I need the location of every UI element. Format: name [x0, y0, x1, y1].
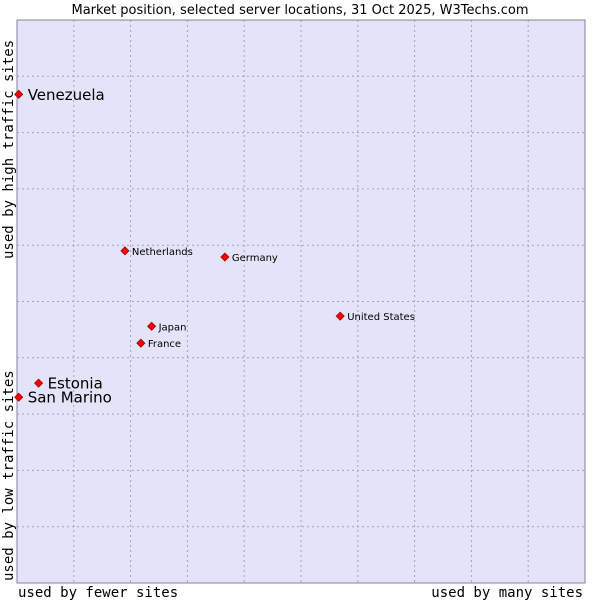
- label-united-states: United States: [347, 312, 415, 323]
- y-axis-label-bottom: used by low traffic sites: [1, 370, 17, 581]
- y-axis-label-top: used by high traffic sites: [1, 40, 17, 259]
- point-estonia: Estonia: [34, 375, 103, 393]
- x-axis-label-right: used by many sites: [431, 585, 583, 600]
- label-san-marino: San Marino: [28, 389, 112, 407]
- plot-border: [16, 19, 586, 584]
- point-netherlands: Netherlands: [120, 246, 193, 258]
- label-france: France: [148, 339, 181, 350]
- marker-san-marino: [14, 392, 24, 402]
- marker-united-states: [335, 311, 345, 321]
- grid-lines: [17, 20, 585, 583]
- point-united-states: United States: [335, 311, 415, 323]
- label-estonia: Estonia: [48, 375, 103, 393]
- data-points: Venezuela Netherlands Germany United States…: [14, 86, 415, 407]
- label-japan: Japan: [158, 322, 187, 333]
- marker-japan: [147, 321, 157, 331]
- point-france: France: [136, 338, 181, 350]
- point-germany: Germany: [220, 252, 278, 264]
- x-axis-label-left: used by fewer sites: [18, 585, 178, 600]
- point-japan: Japan: [147, 321, 187, 333]
- label-venezuela: Venezuela: [28, 86, 105, 104]
- marker-germany: [220, 252, 230, 262]
- label-netherlands: Netherlands: [132, 247, 193, 258]
- marker-netherlands: [120, 246, 130, 256]
- point-san-marino: San Marino: [14, 389, 112, 407]
- point-venezuela: Venezuela: [14, 86, 105, 104]
- marker-estonia: [34, 378, 44, 388]
- marker-france: [136, 338, 146, 348]
- marker-venezuela: [14, 89, 24, 99]
- label-germany: Germany: [232, 253, 278, 264]
- chart-title: Market position, selected server locatio…: [71, 3, 528, 18]
